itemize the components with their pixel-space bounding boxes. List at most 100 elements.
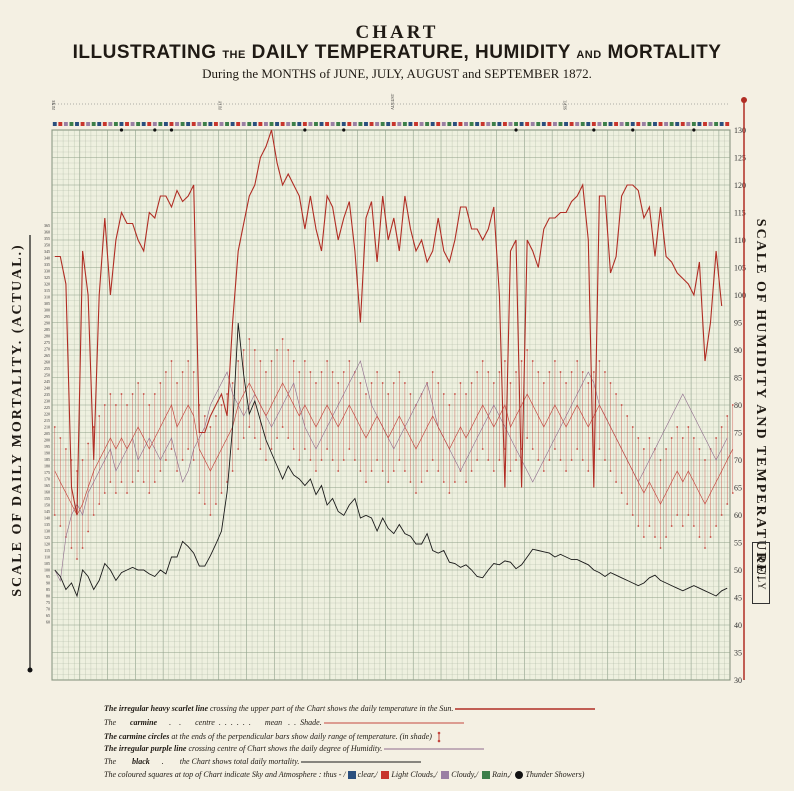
right-tick-label: 100 [734,291,746,300]
sky-square [369,122,374,126]
range-circle [542,382,545,384]
sky-square [364,122,368,126]
left-tick-label: 165 [44,483,50,488]
range-circle [242,437,245,439]
range-circle [715,437,718,439]
left-tick-label: 175 [44,470,50,475]
sky-square [275,122,280,126]
sky-square [414,122,418,126]
range-circle [720,426,723,428]
range-circle [198,492,201,494]
month-label: JUNE [51,100,56,110]
sun-temperature-line [54,129,723,516]
range-circle [676,514,679,516]
right-tick-label: 35 [734,649,742,658]
sky-square [69,122,74,126]
left-tick-label: 365 [44,223,50,228]
range-circle [704,547,706,549]
sky-square [514,122,518,126]
range-circle [398,371,401,373]
range-circle [70,547,73,549]
range-circle [598,448,601,450]
range-circle [126,404,128,406]
sky-square [319,122,324,126]
right-tick-label: 55 [734,539,742,548]
clear-swatch [347,771,356,780]
range-circle [92,426,95,428]
sky-square [264,122,268,126]
sky-square [486,122,491,126]
range-circle [681,525,684,527]
range-circle [265,459,267,461]
range-circle [604,371,606,373]
range-circle [248,338,251,340]
month-label: AUGUST [390,93,395,110]
title-part-illustrating: ILLUSTRATING [72,42,217,63]
sky-square [686,122,691,126]
sky-square [519,122,524,126]
sky-square [658,122,663,126]
range-circle [665,536,667,538]
sky-square [269,122,274,126]
left-tick-label: 70 [46,607,50,612]
sky-square [475,122,480,126]
range-circle [704,459,706,461]
range-circle [115,492,117,494]
sky-square [108,122,113,126]
range-circle [631,426,634,428]
range-circle [581,459,584,461]
sky-square [530,122,535,126]
sky-square [419,122,424,126]
range-circle [454,393,456,395]
left-tick-label: 265 [44,353,50,358]
left-tick-label: 300 [44,308,50,313]
sky-square [703,122,707,126]
sky-square [630,122,635,126]
range-circle [659,459,662,461]
range-circle [587,470,590,472]
range-circle [209,426,212,428]
range-circle [115,404,117,406]
sky-square [669,122,674,126]
sky-square [714,122,719,126]
range-circle [365,393,367,395]
legend-line-2: The carmine . . centre . . . . . . mean … [104,718,464,727]
sky-square [230,122,235,126]
range-circle [626,503,629,505]
range-circle [492,382,495,384]
range-circle [64,448,67,450]
mortality-line [54,322,728,598]
range-circle [87,530,90,533]
range-circle [604,459,606,461]
sky-square [536,122,541,126]
left-tick-label: 230 [44,399,50,404]
range-circle [559,459,562,461]
left-tick-label: 255 [44,366,50,371]
title-part-daily: DAILY TEMPERATURE, HUMIDITY [251,42,571,63]
range-circle [281,338,284,340]
title-part-and: AND [576,49,602,61]
sky-square [569,122,574,126]
subtitle: During the MONTHS of JUNE, JULY, AUGUST … [202,66,592,81]
sky-square [152,122,157,126]
left-tick-label: 60 [46,620,50,625]
range-circle [392,382,395,384]
range-circle [670,525,673,527]
legend-line-1: The irregular heavy scarlet line crossin… [104,704,596,713]
range-circle [326,448,328,450]
range-circle [259,360,262,362]
range-circle [370,470,373,472]
range-circle [53,426,56,428]
range-circle [654,536,656,538]
right-tick-label: 95 [734,319,742,328]
sky-square [336,122,341,126]
sky-square [586,122,591,126]
range-circle [398,459,401,461]
sky-square [52,122,57,126]
left-tick-label: 235 [44,392,50,397]
left-tick-label: 115 [44,548,50,553]
sky-square [708,122,713,126]
left-tick-label: 125 [44,535,50,540]
range-circle [253,349,256,351]
range-circle [731,404,734,406]
